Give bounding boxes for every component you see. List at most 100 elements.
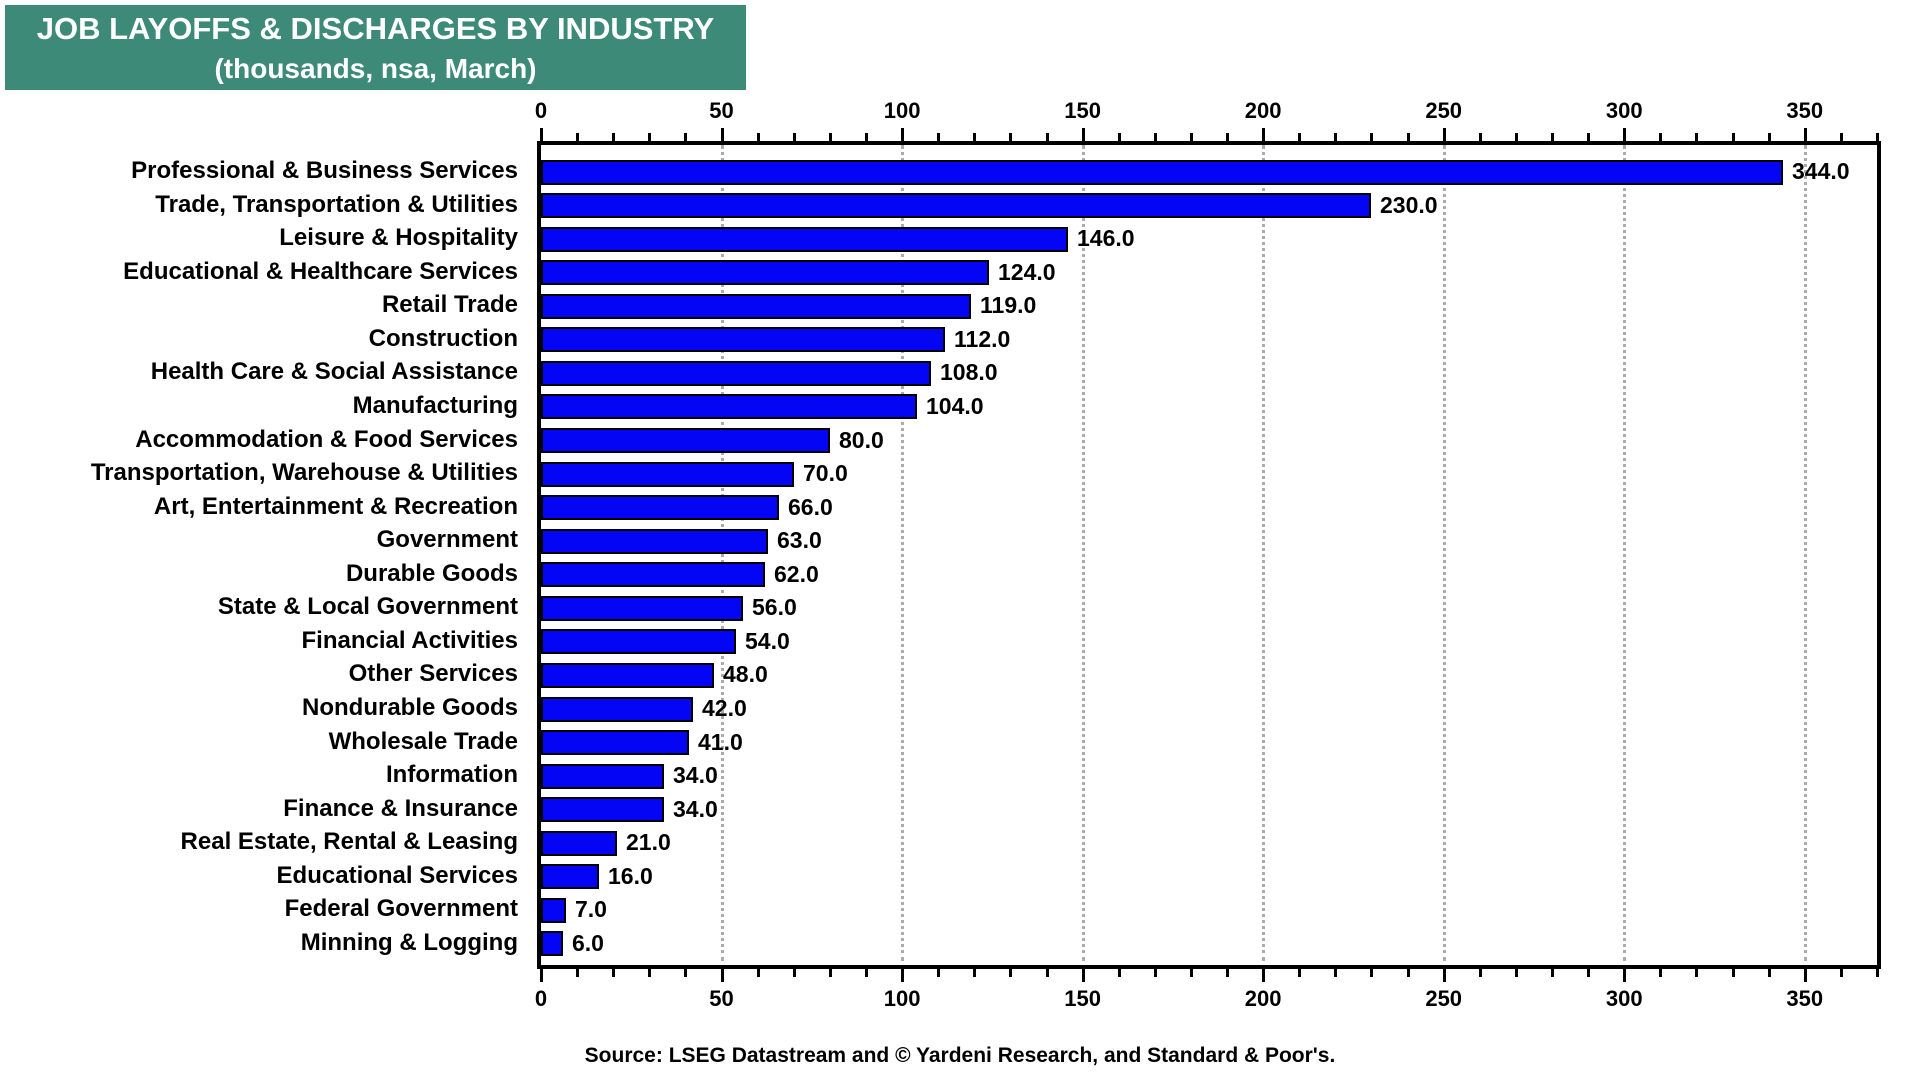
value-label: 16.0 [608, 862, 653, 889]
top-axis-tick [1514, 133, 1518, 141]
category-label: Educational & Healthcare Services [123, 257, 518, 285]
value-label: 34.0 [673, 795, 718, 822]
bottom-axis-tick [720, 969, 724, 982]
top-axis-tick [1803, 128, 1807, 141]
top-axis-tick-label: 0 [534, 98, 548, 123]
bar [541, 159, 1783, 185]
top-axis-tick [937, 133, 941, 141]
chart-title-box: JOB LAYOFFS & DISCHARGES BY INDUSTRY (th… [5, 5, 746, 90]
category-label: State & Local Government [217, 593, 518, 621]
bar [541, 897, 566, 923]
category-label: Financial Activities [301, 626, 518, 654]
vertical-gridline [1262, 145, 1266, 961]
bottom-axis-tick [1623, 969, 1627, 982]
value-label: 146.0 [1077, 225, 1135, 252]
top-axis-tick [540, 128, 543, 141]
top-axis-tick [576, 133, 580, 141]
value-label: 6.0 [572, 929, 604, 956]
bottom-axis-tick [1839, 969, 1843, 977]
bar [541, 864, 599, 890]
value-label: 62.0 [774, 560, 819, 587]
bottom-axis-tick [1803, 969, 1807, 982]
bottom-axis-tick [684, 969, 688, 977]
value-label: 34.0 [673, 762, 718, 789]
category-label: Educational Services [276, 861, 518, 889]
category-label: Accommodation & Food Services [135, 425, 518, 453]
bottom-axis-tick [1695, 969, 1699, 977]
top-axis-tick-label: 50 [709, 98, 734, 123]
category-label: Durable Goods [345, 559, 518, 587]
top-axis-tick [1009, 133, 1013, 141]
top-axis-tick [1659, 133, 1663, 141]
top-axis-tick [1334, 133, 1338, 141]
source-note: Source: LSEG Datastream and © Yardeni Re… [584, 1044, 1336, 1067]
bottom-axis-tick [973, 969, 977, 977]
top-axis-tick-label: 250 [1425, 98, 1463, 123]
bottom-axis-tick [1262, 969, 1266, 982]
bar [541, 629, 736, 655]
top-axis-tick [1731, 133, 1735, 141]
top-axis-tick [1767, 133, 1771, 141]
bottom-axis-tick [1153, 969, 1157, 977]
value-label: 112.0 [954, 325, 1011, 352]
bottom-axis-tick [1406, 969, 1410, 977]
chart-subtitle: (thousands, nsa, March) [214, 52, 537, 84]
bar [541, 293, 971, 319]
value-label: 54.0 [745, 627, 790, 654]
value-label: 66.0 [788, 493, 833, 520]
top-axis-tick [756, 133, 760, 141]
value-label: 104.0 [926, 392, 984, 419]
category-label: Art, Entertainment & Recreation [153, 492, 518, 520]
top-axis-tick [1623, 128, 1627, 141]
top-axis-tick [828, 133, 832, 141]
top-axis-tick [1551, 133, 1555, 141]
top-axis-tick [864, 133, 868, 141]
bottom-axis-tick [1226, 969, 1230, 977]
bottom-axis-tick [864, 969, 868, 977]
value-label: 344.0 [1792, 158, 1850, 184]
value-label: 41.0 [698, 728, 743, 755]
bottom-axis-tick [828, 969, 832, 977]
bar [541, 461, 794, 487]
bottom-axis-tick-label: 100 [883, 986, 921, 1011]
category-label: Transportation, Warehouse & Utilities [90, 459, 518, 487]
bottom-axis-tick-label: 250 [1425, 986, 1463, 1011]
value-label: 56.0 [752, 594, 797, 621]
category-label: Construction [368, 324, 518, 352]
top-axis-tick-label: 150 [1064, 98, 1101, 123]
value-label: 42.0 [702, 695, 747, 722]
bottom-axis-tick [1767, 969, 1771, 977]
bottom-axis-tick-label: 50 [709, 986, 734, 1011]
top-axis-tick [1695, 133, 1699, 141]
bottom-axis-tick [1045, 969, 1049, 977]
bottom-axis-tick [1442, 969, 1446, 982]
category-label: Government [376, 526, 518, 554]
bottom-axis-tick [1370, 969, 1374, 977]
value-label: 7.0 [575, 896, 607, 923]
bar [541, 528, 768, 554]
category-label: Wholesale Trade [328, 727, 518, 755]
value-label: 80.0 [839, 426, 884, 453]
top-axis-tick [684, 133, 688, 141]
vertical-gridline [1442, 145, 1446, 961]
bottom-axis-tick [1659, 969, 1663, 977]
top-axis-tick [1226, 133, 1230, 141]
bottom-axis-tick [1298, 969, 1302, 977]
bottom-axis-tick [1117, 969, 1121, 977]
top-axis-tick [1876, 133, 1879, 141]
category-label: Minning & Logging [300, 928, 518, 956]
top-axis-tick [1298, 133, 1302, 141]
top-axis-tick [1442, 128, 1446, 141]
bottom-axis-tick [1876, 969, 1879, 977]
top-axis-tick [1189, 133, 1193, 141]
bottom-axis-tick [792, 969, 796, 977]
vertical-gridline [1803, 145, 1807, 961]
bar [541, 696, 693, 722]
value-label: 21.0 [626, 829, 671, 856]
bar [541, 360, 931, 386]
bottom-axis-tick [1514, 969, 1518, 977]
top-axis-tick [648, 133, 652, 141]
category-label: Leisure & Hospitality [279, 224, 518, 252]
top-axis-tick [1587, 133, 1591, 141]
